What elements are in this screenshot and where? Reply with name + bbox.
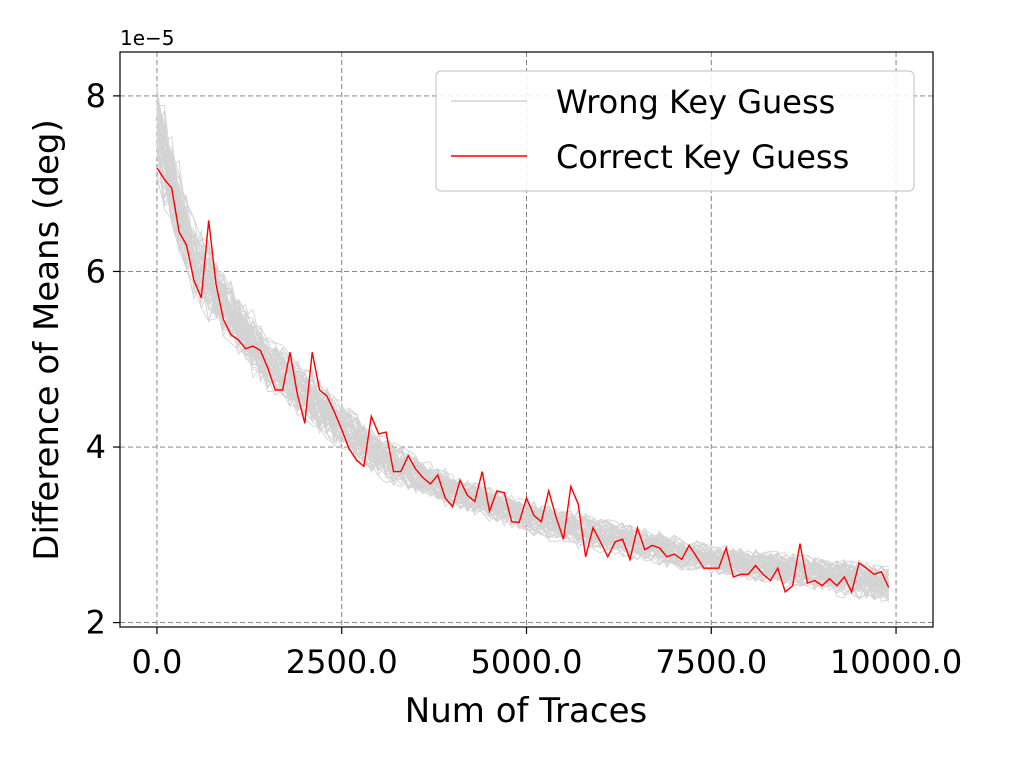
legend: Wrong Key Guess Correct Key Guess — [435, 70, 915, 192]
wrong-key-trace-58 — [156, 111, 890, 596]
wrong-key-trace-59 — [156, 110, 889, 582]
x-tick-label-4: 10000.0 — [830, 643, 962, 681]
y-axis-label: Difference of Means (deg) — [27, 119, 67, 560]
correct-key-guess-line — [156, 167, 890, 594]
wrong-key-trace-43 — [156, 179, 890, 603]
wrong-key-trace-57 — [156, 177, 889, 599]
y-tick-label-3: 8 — [86, 77, 106, 115]
axis-ticks: 0.0 2500.0 5000.0 7500.0 10000.0 2 4 6 8 — [86, 77, 963, 681]
wrong-key-trace-37 — [156, 151, 889, 601]
x-tick-label-3: 7500.0 — [655, 643, 767, 681]
y-tick-label-2: 6 — [86, 252, 106, 290]
x-tick-label-2: 5000.0 — [471, 643, 583, 681]
x-axis-label: Num of Traces — [405, 691, 647, 731]
wrong-key-trace-39 — [156, 99, 889, 585]
x-tick-label-0: 0.0 — [132, 643, 183, 681]
legend-correct-key-label: Correct Key Guess — [556, 138, 849, 176]
y-tick-label-1: 4 — [86, 428, 106, 466]
legend-box — [435, 70, 915, 192]
y-offset-label: 1e−5 — [120, 26, 175, 50]
legend-wrong-key-label: Wrong Key Guess — [556, 83, 835, 121]
x-tick-label-1: 2500.0 — [286, 643, 398, 681]
y-tick-label-0: 2 — [86, 604, 106, 642]
wrong-key-trace-54 — [156, 156, 890, 595]
